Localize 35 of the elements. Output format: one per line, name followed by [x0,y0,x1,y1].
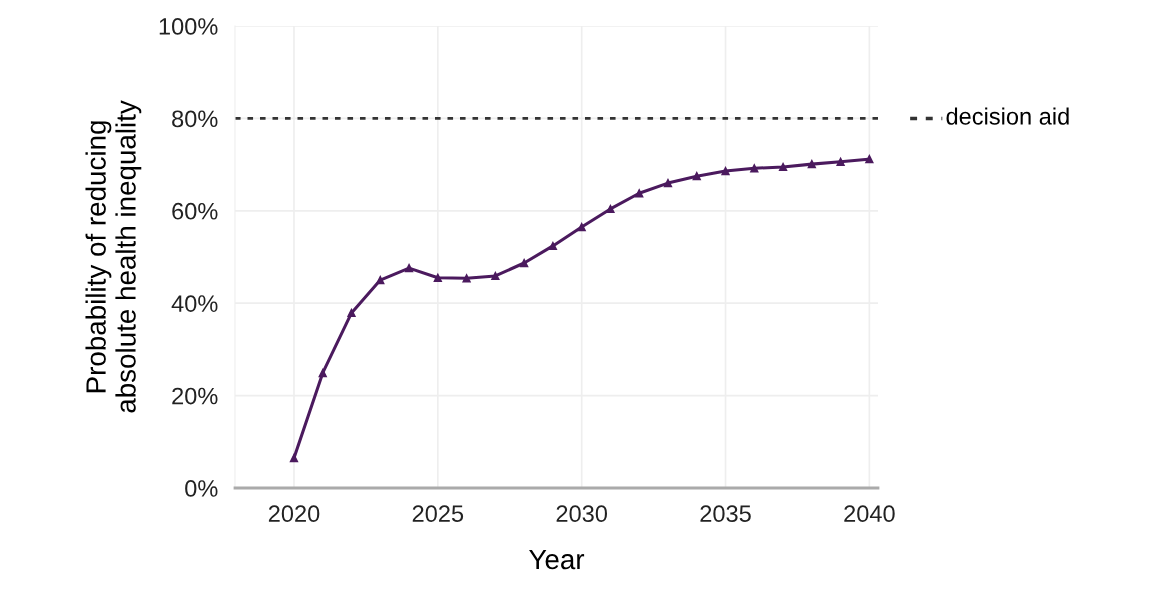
point [721,166,730,176]
point [519,258,529,268]
point [376,275,385,285]
point [606,204,615,214]
x-tick-label: 2025 [412,505,464,523]
point [548,241,558,251]
x-axis-title: Year [529,549,585,570]
point [635,189,644,198]
x-tick-label: 2030 [556,505,608,523]
point [491,271,500,281]
point [577,222,586,232]
point [433,273,442,282]
point [289,453,299,463]
point [836,157,845,166]
point [807,159,816,169]
y-axis-title: Probability of reducing absolute health inequality [85,100,142,413]
y-tick-label: 20% [172,387,218,405]
point [750,164,759,173]
y-tick-label: 60% [172,202,218,220]
ref-line-label: decision aid [946,107,1069,125]
x-tick-label: 2035 [700,505,751,523]
point [663,178,673,188]
x-tick-label: 2040 [844,505,895,523]
y-tick-label: 100% [159,18,218,35]
point [865,154,874,164]
y-tick-label: 80% [172,110,218,128]
point [462,274,471,283]
y-tick-label: 0% [185,480,218,497]
y-tick-label: 40% [171,295,218,312]
point [778,162,788,172]
point [347,308,356,318]
point [318,368,327,378]
x-tick-label: 2020 [268,505,320,523]
point [692,171,701,181]
point [404,263,414,273]
